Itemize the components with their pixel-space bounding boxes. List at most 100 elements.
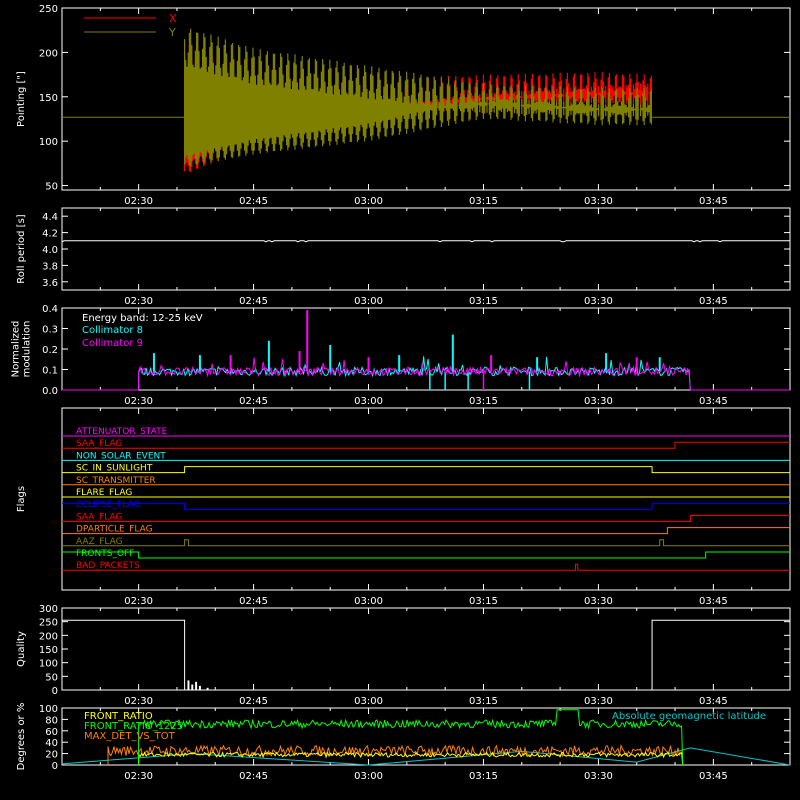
ratios-y-tick-label: 40 [45, 738, 58, 749]
modulation-y-tick-label: 0.2 [42, 345, 58, 356]
roll-x-tick-label: 02:45 [239, 296, 268, 307]
pointing-y-tick-label: 250 [39, 4, 58, 15]
pointing-y-tick-label: 150 [39, 93, 58, 104]
flag-label: SC_TRANSMITTER [76, 476, 156, 486]
ratios-x-tick-label: 03:45 [699, 771, 728, 782]
quality-x-tick-label: 03:45 [699, 696, 728, 707]
geomag-annotation: Absolute geomagnetic latitude [612, 711, 766, 722]
flag-label: SAA_FLAG [76, 512, 122, 522]
flag-label: FLARE_FLAG [76, 488, 132, 498]
ratios-y-axis-label: Degrees or % [16, 703, 27, 771]
quality-y-tick-label: 50 [45, 672, 58, 683]
pointing-y-axis-label: Pointing ["] [16, 71, 27, 127]
pointing-x-tick-label: 03:00 [354, 196, 383, 207]
pointing-y-tick-label: 100 [39, 137, 58, 148]
flag-line-bad-packets [62, 563, 790, 571]
quality-y-tick-label: 100 [39, 659, 58, 670]
pointing-y-tick-label: 200 [39, 48, 58, 59]
flags-x-tick-label: 02:45 [239, 596, 268, 607]
modulation-x-tick-label: 02:30 [124, 396, 153, 407]
flags-panel: 02:30 02:45 03:00 03:15 03:30 03:45 Flags ATTEN… [16, 407, 791, 607]
roll-x-tick-label: 03:00 [354, 296, 383, 307]
ratios-x-tick-label: 03:00 [354, 771, 383, 782]
modulation-y-axis-label: modulation [22, 321, 33, 378]
pointing-panel: 02:30 02:45 03:00 03:15 03:30 03:45 50 100 150 20… [16, 4, 791, 207]
roll-panel: 02:30 02:45 03:00 03:15 03:30 03:45 3.6 3.8 4.0 4… [16, 207, 791, 307]
ratios-frame [61, 707, 791, 766]
modulation-y-tick-label: 0.3 [42, 325, 58, 336]
ratios-x-tick-label: 03:30 [584, 771, 613, 782]
ratios-y-tick-label: 0 [52, 761, 58, 772]
modulation-y-axis-label: Normalized [11, 321, 22, 378]
legend-collimator8: Collimator 8 [82, 325, 143, 336]
flag-label: SC_IN_SUNLIGHT [76, 464, 153, 474]
flag-label: DPARTICLE_FLAG [76, 525, 153, 535]
pointing-x-tick-label: 03:15 [469, 196, 498, 207]
roll-y-tick-label: 4.2 [42, 229, 58, 240]
modulation-y-tick-label: 0.4 [42, 304, 58, 315]
geomag-latitude-line [61, 747, 791, 766]
quality-panel: 02:30 02:45 03:00 03:15 03:30 03:45 0 50 100 150 2… [16, 604, 791, 707]
roll-x-tick-label: 02:30 [124, 296, 153, 307]
modulation-y-tick-label: 0.1 [42, 366, 58, 377]
quality-x-tick-label: 03:30 [584, 696, 613, 707]
flags-x-tick-label: 03:00 [354, 596, 383, 607]
modulation-x-tick-label: 03:30 [584, 396, 613, 407]
ratios-y-tick-label: 20 [45, 750, 58, 761]
collimator9-line [138, 357, 691, 391]
flags-x-tick-label: 02:30 [124, 596, 153, 607]
legend-max-det-vs-tot: MAX_DET_VS_TOT [84, 731, 176, 742]
flag-label: BAD_PACKETS [76, 561, 140, 571]
quality-x-tick-label: 02:30 [124, 696, 153, 707]
roll-x-tick-label: 03:30 [584, 296, 613, 307]
modulation-x-tick-label: 02:45 [239, 396, 268, 407]
ratios-x-tick-label: 02:30 [124, 771, 153, 782]
quality-x-tick-label: 03:00 [354, 696, 383, 707]
modulation-panel: 02:30 02:45 03:00 03:15 03:30 03:45 0.0 0.1 0.2 0… [11, 304, 791, 407]
legend-x-label: X [169, 12, 177, 25]
flag-line-saa-flag [62, 514, 790, 522]
legend-y-label: Y [168, 26, 176, 39]
ratios-x-tick-label: 02:45 [239, 771, 268, 782]
modulation-x-tick-label: 03:45 [699, 396, 728, 407]
modulation-x-tick-label: 03:15 [469, 396, 498, 407]
quality-x-tick-label: 03:15 [469, 696, 498, 707]
pointing-x-tick-label: 02:30 [124, 196, 153, 207]
roll-y-tick-label: 3.8 [42, 261, 58, 272]
ratios-panel: 02:30 02:45 03:00 03:15 03:30 03:45 0204060801… [16, 703, 791, 782]
flag-line-saa-flag [62, 441, 790, 449]
quality-x-tick-label: 02:45 [239, 696, 268, 707]
roll-y-tick-label: 3.6 [42, 278, 58, 289]
roll-frame [61, 207, 791, 291]
flags-x-tick-label: 03:15 [469, 596, 498, 607]
flags-frame [61, 407, 791, 591]
flag-label: AAZ_FLAG [76, 537, 123, 547]
front-ratio-1225-line [138, 709, 684, 766]
flag-line-eclipse-flag [62, 502, 790, 510]
flag-line-aaz-flag [62, 539, 790, 547]
ratios-y-tick-label: 100 [39, 704, 58, 715]
flag-label: ECLIPSE_FLAG [76, 500, 140, 510]
roll-period-line [61, 240, 790, 243]
quality-y-tick-label: 0 [52, 686, 58, 697]
pointing-x-tick-label: 03:45 [699, 196, 728, 207]
roll-x-tick-label: 03:45 [699, 296, 728, 307]
flag-label: FRONTS_OFF [76, 549, 134, 559]
roll-y-tick-label: 4.4 [42, 212, 58, 223]
flags-y-axis-label: Flags [16, 486, 27, 512]
flag-label: NON_SOLAR_EVENT [76, 451, 166, 461]
y-series-line [184, 28, 652, 167]
quality-y-tick-label: 200 [39, 631, 58, 642]
max-det-vs-tot-line [107, 744, 684, 766]
flag-label: ATTENUATOR_STATE [76, 427, 168, 437]
pointing-x-tick-label: 03:30 [584, 196, 613, 207]
quality-line [62, 619, 790, 691]
modulation-x-tick-label: 03:00 [354, 396, 383, 407]
legend-collimator9: Collimator 9 [82, 338, 143, 349]
pointing-y-tick-label: 50 [45, 182, 58, 193]
ratios-x-tick-label: 03:15 [469, 771, 498, 782]
modulation-y-tick-label: 0.0 [42, 386, 58, 397]
flags-x-tick-label: 03:45 [699, 596, 728, 607]
roll-x-tick-label: 03:15 [469, 296, 498, 307]
